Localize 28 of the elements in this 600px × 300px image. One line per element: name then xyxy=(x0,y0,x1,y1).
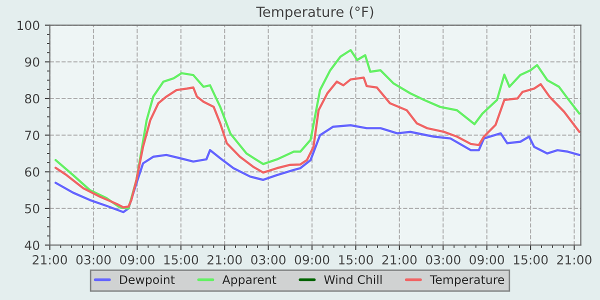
line-series xyxy=(54,49,580,210)
x-tick-label: 21:00 xyxy=(557,255,592,264)
line-series xyxy=(54,76,580,208)
y-tick-label: 60 xyxy=(25,167,40,177)
chart-title: Temperature (°F) xyxy=(256,6,374,20)
x-tick-label: 03:00 xyxy=(426,255,460,264)
legend-label: Temperature xyxy=(430,275,504,286)
x-tick-label: 03:00 xyxy=(76,255,111,264)
x-tick-label: 15:00 xyxy=(514,255,548,264)
y-tick-label: 100 xyxy=(18,20,40,30)
x-tick-label: 15:00 xyxy=(339,255,373,264)
x-tick-label: 21:00 xyxy=(382,255,417,264)
line-series xyxy=(54,124,580,214)
x-tick-label: 21:00 xyxy=(32,255,67,264)
legend-label: Apparent xyxy=(222,275,276,286)
x-tick-label: 09:00 xyxy=(294,255,330,264)
x-tick-label: 09:00 xyxy=(470,255,504,264)
legend-label: Dewpoint xyxy=(120,274,175,286)
y-tick-label: 90 xyxy=(24,57,40,67)
y-tick-label: 50 xyxy=(25,204,40,214)
x-tick-label: 15:00 xyxy=(164,255,198,264)
x-tick-label: 21:00 xyxy=(208,255,242,264)
legend-label: Wind Chill xyxy=(324,274,382,284)
y-tick-label: 40 xyxy=(24,240,40,250)
y-tick-label: 70 xyxy=(25,130,40,140)
x-tick-label: 09:00 xyxy=(120,255,154,264)
x-tick-label: 03:00 xyxy=(251,255,286,264)
y-tick-label: 80 xyxy=(25,94,40,104)
